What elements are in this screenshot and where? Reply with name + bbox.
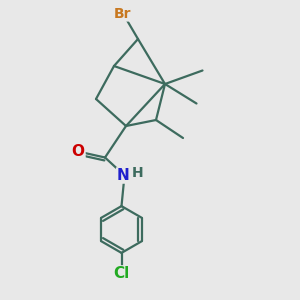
Text: Cl: Cl bbox=[113, 266, 130, 281]
Text: O: O bbox=[71, 144, 85, 159]
Text: H: H bbox=[131, 166, 143, 180]
Text: Br: Br bbox=[114, 7, 132, 20]
Text: N: N bbox=[117, 168, 129, 183]
